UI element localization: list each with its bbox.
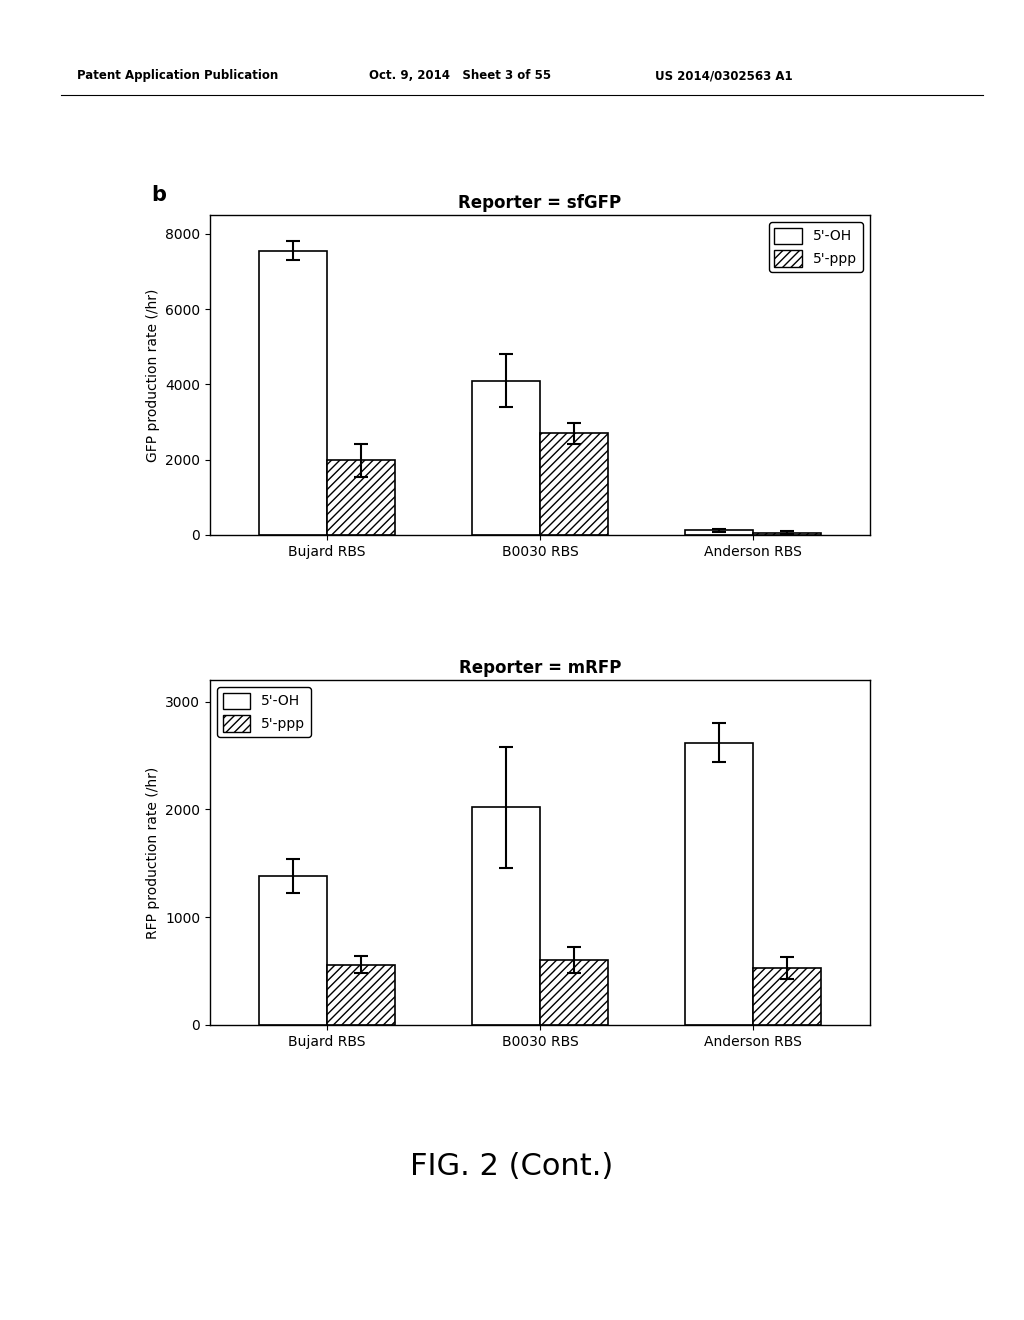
Bar: [259, 251, 327, 535]
Text: US 2014/0302563 A1: US 2014/0302563 A1: [655, 69, 793, 82]
Bar: [753, 533, 821, 535]
Text: b: b: [152, 185, 167, 205]
Text: FIG. 2 (Cont.): FIG. 2 (Cont.): [411, 1152, 613, 1181]
Bar: [327, 461, 395, 535]
Text: Oct. 9, 2014   Sheet 3 of 55: Oct. 9, 2014 Sheet 3 of 55: [369, 69, 551, 82]
Bar: [685, 531, 753, 535]
Bar: [259, 876, 327, 1026]
Bar: [472, 380, 540, 535]
Bar: [540, 433, 608, 535]
Title: Reporter = sfGFP: Reporter = sfGFP: [459, 194, 622, 213]
Y-axis label: RFP production rate (/hr): RFP production rate (/hr): [145, 767, 160, 939]
Bar: [685, 743, 753, 1026]
Bar: [753, 968, 821, 1026]
Title: Reporter = mRFP: Reporter = mRFP: [459, 659, 622, 677]
Bar: [540, 961, 608, 1026]
Legend: 5'-OH, 5'-ppp: 5'-OH, 5'-ppp: [217, 686, 311, 737]
Legend: 5'-OH, 5'-ppp: 5'-OH, 5'-ppp: [769, 222, 863, 272]
Text: Patent Application Publication: Patent Application Publication: [77, 69, 279, 82]
Bar: [327, 965, 395, 1026]
Y-axis label: GFP production rate (/hr): GFP production rate (/hr): [145, 288, 160, 462]
Bar: [472, 808, 540, 1026]
